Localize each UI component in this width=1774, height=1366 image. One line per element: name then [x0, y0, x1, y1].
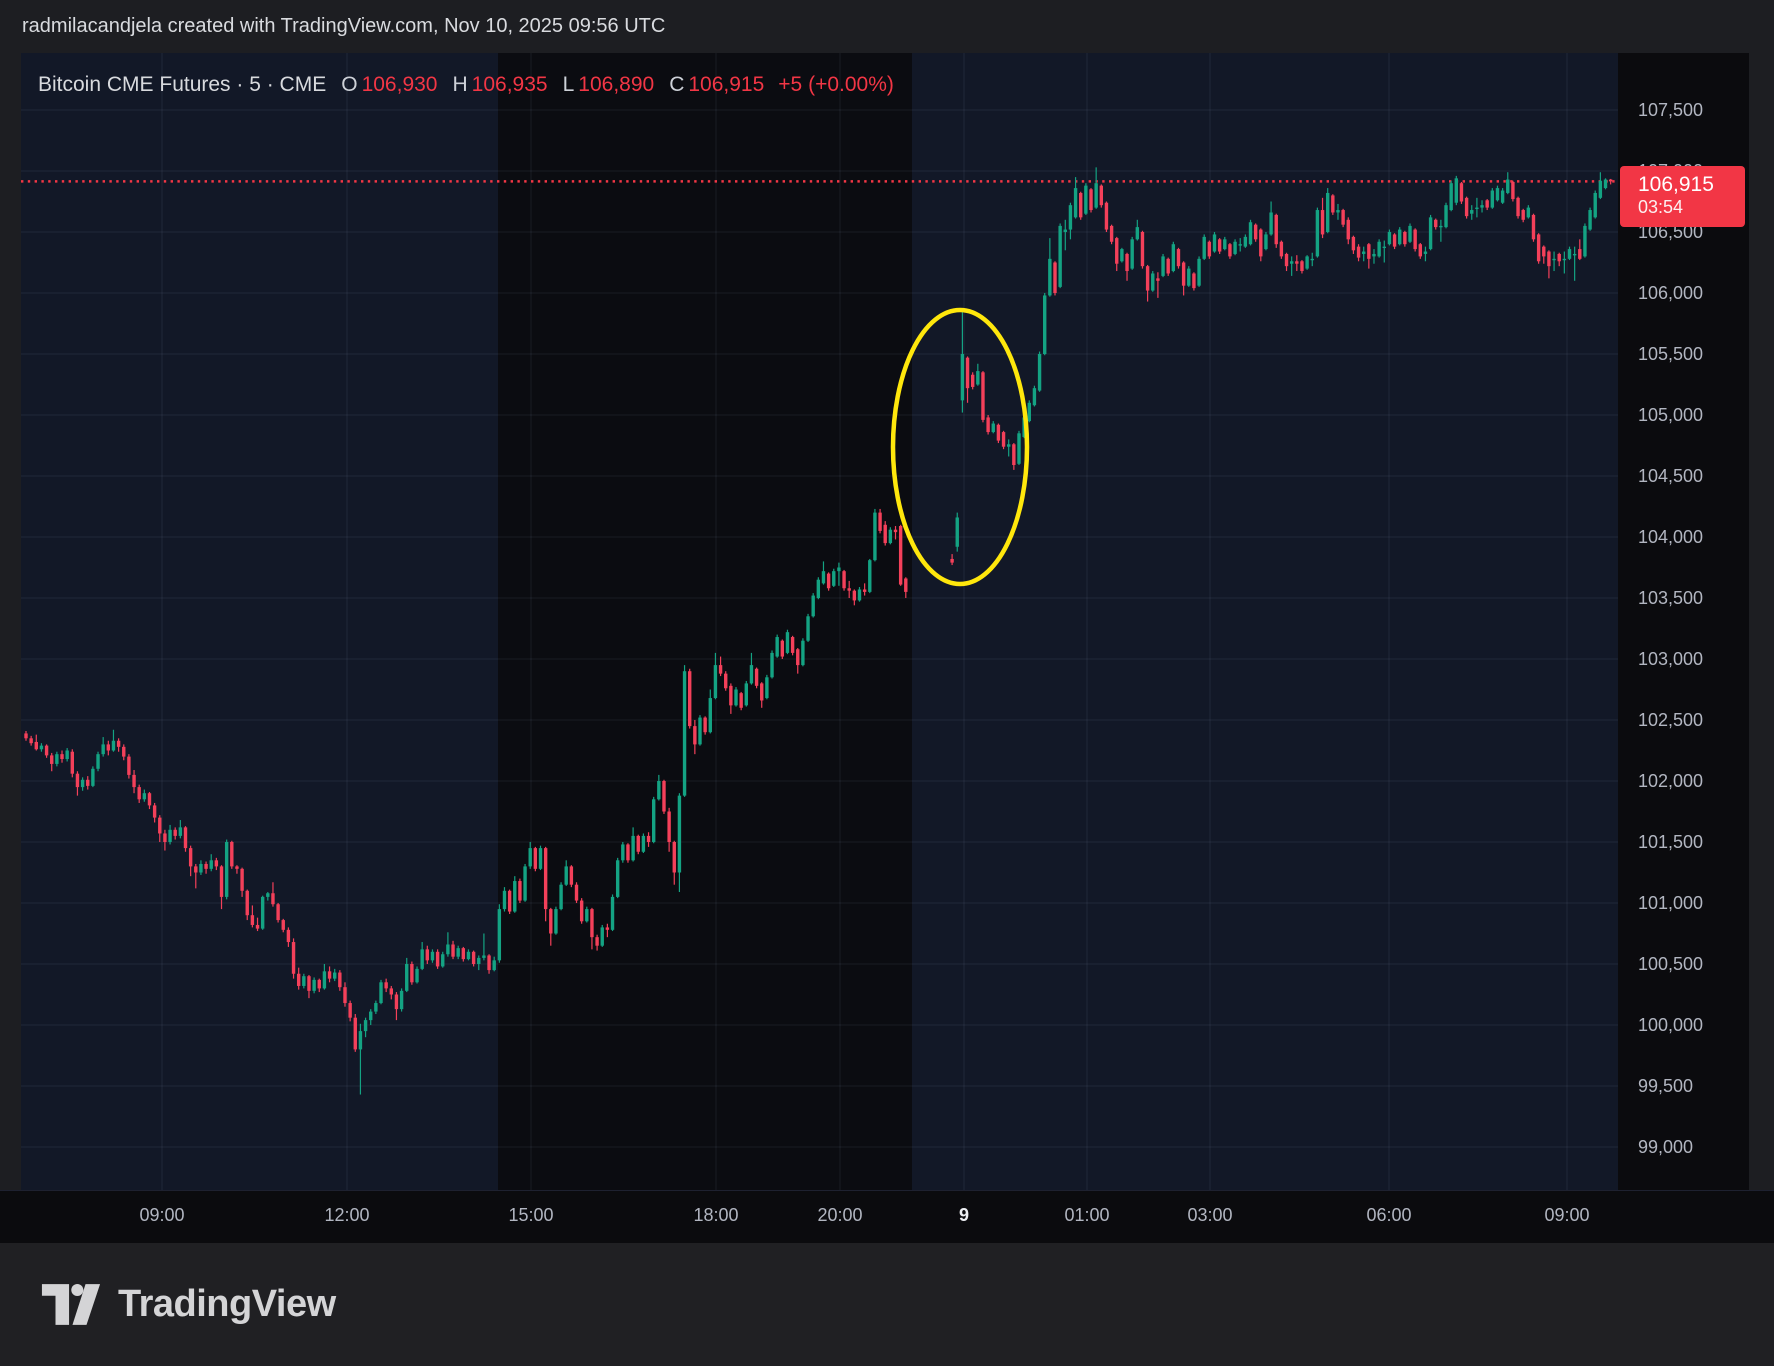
time-scale-panel[interactable]: [0, 1190, 1774, 1243]
last-price-value: 106,915: [1638, 173, 1714, 196]
price-axis-label: 102,500: [1638, 710, 1704, 730]
legend-symbol: Bitcoin CME Futures · 5 · CME: [38, 73, 327, 96]
price-axis-label: 101,500: [1638, 832, 1704, 852]
legend-low-label: L: [562, 73, 575, 96]
price-axis-label: 106,500: [1638, 222, 1704, 242]
tradingview-footer: TradingView: [0, 1243, 1774, 1366]
right-gutter: [1749, 53, 1774, 1190]
attribution-text: radmilacandjela created with TradingView…: [22, 15, 666, 37]
tradingview-brand-text[interactable]: TradingView: [118, 1283, 336, 1325]
price-axis-label: 105,000: [1638, 405, 1704, 425]
legend-high-label: H: [452, 73, 468, 96]
symbol-legend[interactable]: Bitcoin CME Futures · 5 · CME O 106,930 H 10…: [38, 73, 894, 97]
time-axis-label: 12:00: [324, 1205, 370, 1225]
time-axis-label: 09:00: [1544, 1205, 1590, 1225]
price-axis-label: 105,500: [1638, 344, 1704, 364]
gap-highlight-ellipse: [890, 307, 1030, 587]
time-axis-label: 01:00: [1064, 1205, 1110, 1225]
legend-close-value: 106,915: [688, 73, 765, 96]
tradingview-logo-icon[interactable]: [40, 1281, 102, 1328]
price-axis-label: 102,000: [1638, 771, 1704, 791]
legend-close-label: C: [669, 73, 685, 96]
time-axis-label: 9: [958, 1205, 969, 1225]
legend-open-value: 106,930: [361, 73, 438, 96]
time-axis-label: 09:00: [139, 1205, 185, 1225]
session-shading-band: [498, 53, 912, 1190]
time-axis-label: 20:00: [817, 1205, 863, 1225]
price-scale-panel[interactable]: [1618, 53, 1749, 1190]
legend-change: +5 (+0.00%): [778, 73, 894, 96]
price-axis-label: 107,500: [1638, 100, 1704, 120]
time-axis-label: 18:00: [693, 1205, 739, 1225]
price-axis-label: 106,000: [1638, 283, 1704, 303]
price-axis-label: 104,500: [1638, 466, 1704, 486]
last-price-label: 106,915 03:54: [1620, 166, 1745, 227]
price-axis-label: 99,000: [1638, 1137, 1694, 1157]
legend-high-value: 106,935: [471, 73, 548, 96]
candle-series[interactable]: [24, 167, 1613, 1095]
time-axis-label: 06:00: [1366, 1205, 1412, 1225]
price-axis-label: 101,000: [1638, 893, 1704, 913]
bar-countdown: 03:54: [1638, 197, 1684, 217]
time-axis-label: 03:00: [1187, 1205, 1233, 1225]
price-axis-label: 103,500: [1638, 588, 1704, 608]
legend-open-label: O: [341, 73, 358, 96]
price-axis-label: 99,500: [1638, 1076, 1694, 1096]
price-axis-label: 100,500: [1638, 954, 1704, 974]
price-axis-label: 104,000: [1638, 527, 1704, 547]
legend-low-value: 106,890: [578, 73, 655, 96]
attribution-bar: radmilacandjela created with TradingView…: [0, 0, 1774, 53]
price-axis-label: 103,000: [1638, 649, 1704, 669]
time-axis-label: 15:00: [508, 1205, 554, 1225]
price-axis-label: 100,000: [1638, 1015, 1704, 1035]
